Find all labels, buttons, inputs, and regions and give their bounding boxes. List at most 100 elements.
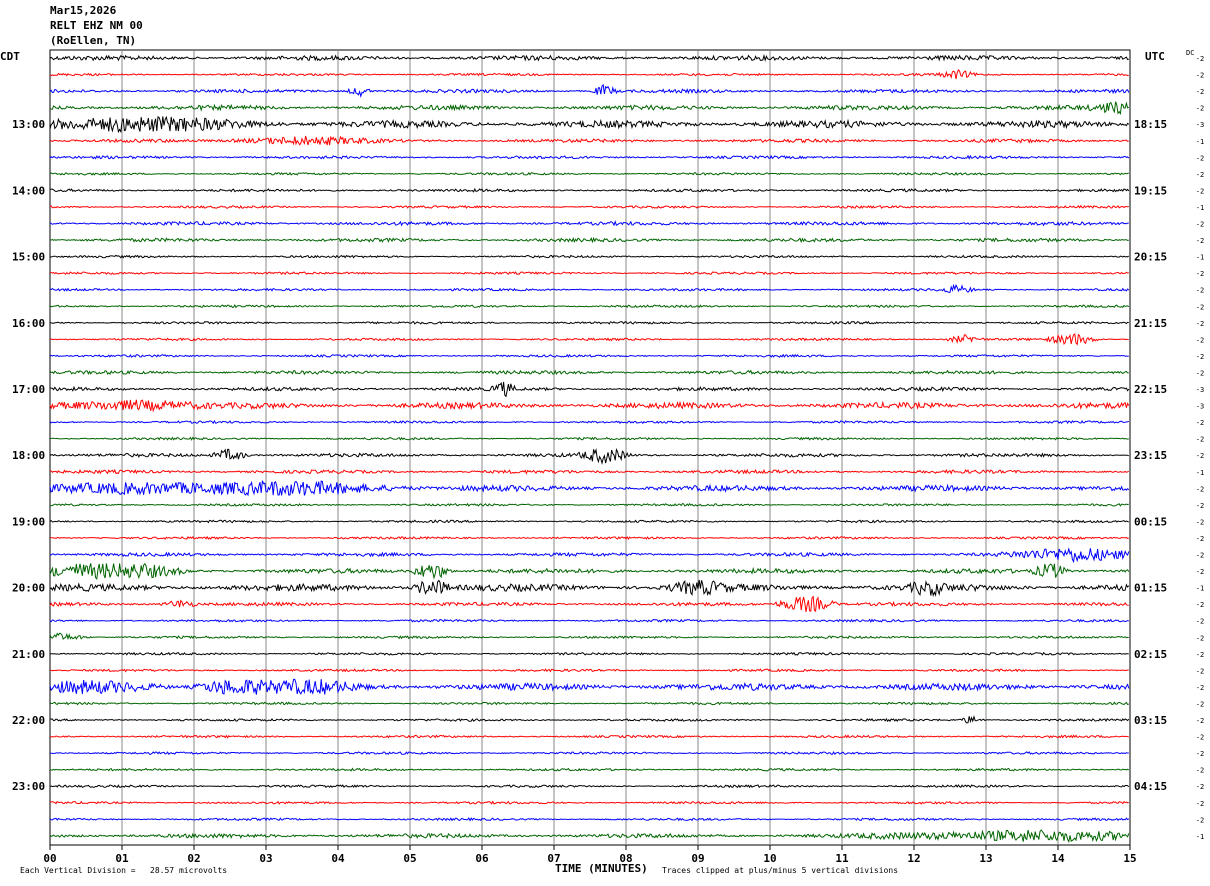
trace-line [49, 304, 1130, 309]
trace-line [49, 83, 1130, 99]
hour-label-right: 20:15 [1134, 251, 1167, 264]
dc-label: DC [1186, 49, 1195, 57]
dc-offset-label: -3 [1196, 386, 1204, 394]
x-tick-label: 01 [115, 852, 129, 865]
dc-offset-label: -2 [1196, 452, 1204, 460]
hour-label-right: 03:15 [1134, 714, 1167, 727]
trace-line [49, 236, 1129, 244]
hour-label-left: 20:00 [12, 582, 45, 595]
dc-offset-label: -2 [1196, 303, 1204, 311]
trace-line [50, 381, 1130, 398]
dc-offset-label: -2 [1196, 171, 1204, 179]
hour-label-right: 00:15 [1134, 515, 1167, 528]
hour-label-right: 18:15 [1134, 118, 1167, 131]
dc-offset-label: -2 [1196, 105, 1204, 113]
dc-offset-label: -2 [1196, 800, 1204, 808]
dc-offset-label: -2 [1196, 552, 1204, 560]
hour-label-left: 15:00 [12, 251, 45, 264]
x-tick-label: 07 [547, 852, 560, 865]
dc-offset-label: -1 [1196, 585, 1204, 593]
dc-offset-label: -2 [1196, 88, 1204, 96]
x-tick-label: 12 [907, 852, 920, 865]
x-tick-label: 10 [763, 852, 776, 865]
dc-offset-label: -2 [1196, 535, 1204, 543]
trace-line [49, 220, 1129, 227]
dc-offset-label: -2 [1196, 816, 1204, 824]
date-label: Mar15,2026 [50, 4, 117, 17]
hour-label-left: 16:00 [12, 317, 45, 330]
dc-offset-label: -2 [1196, 651, 1204, 659]
hour-label-right: 23:15 [1134, 449, 1167, 462]
trace-line [49, 399, 1130, 413]
hour-label-left: 21:00 [12, 648, 45, 661]
hour-label-right: 19:15 [1134, 184, 1167, 197]
x-tick-label: 02 [187, 852, 200, 865]
trace-line [49, 369, 1129, 376]
scale-note: Each Vertical Division = 28.57 microvolt… [20, 866, 228, 875]
trace-line [49, 817, 1130, 822]
trace-line [49, 800, 1129, 805]
trace-line [49, 734, 1129, 739]
dc-offset-label: -2 [1196, 369, 1204, 377]
x-tick-label: 06 [475, 852, 489, 865]
trace-line [49, 436, 1129, 441]
dc-offset-label: -2 [1196, 717, 1204, 725]
dc-offset-label: -2 [1196, 237, 1204, 245]
trace-line [49, 701, 1130, 706]
dc-offset-label: -1 [1196, 204, 1204, 212]
dc-offset-label: -2 [1196, 634, 1204, 642]
plot-frame [49, 49, 1131, 846]
trace-line [49, 115, 1130, 134]
dc-offset-label: -2 [1196, 287, 1204, 295]
dc-offset-label: -2 [1196, 767, 1204, 775]
trace-line [49, 353, 1129, 358]
trace-line [49, 333, 1129, 346]
trace-line [49, 154, 1130, 160]
x-tick-label: 05 [403, 852, 416, 865]
dc-offset-label: -2 [1196, 601, 1204, 609]
trace-line [49, 678, 1130, 695]
hour-label-left: 18:00 [12, 449, 45, 462]
hour-label-left: 13:00 [12, 118, 45, 131]
trace-line [49, 715, 1130, 724]
trace-line [49, 750, 1129, 756]
trace-line [49, 547, 1130, 564]
dc-offset-label: -1 [1196, 469, 1204, 477]
dc-offset-label: -2 [1196, 353, 1204, 361]
hour-label-left: 23:00 [12, 780, 45, 793]
trace-line [49, 562, 1130, 580]
dc-offset-label: -2 [1196, 270, 1204, 278]
x-tick-label: 15 [1123, 852, 1136, 865]
hour-label-right: 22:15 [1134, 383, 1167, 396]
dc-offset-label: -1 [1196, 833, 1204, 841]
trace-line [49, 519, 1130, 524]
trace-line [49, 468, 1129, 475]
dc-offset-label: -1 [1196, 254, 1204, 262]
dc-offset-label: -2 [1196, 221, 1204, 229]
trace-line [49, 784, 1130, 789]
x-tick-label: 11 [835, 852, 849, 865]
x-tick-label: 03 [259, 852, 272, 865]
x-tick-label: 04 [331, 852, 345, 865]
hour-label-right: 21:15 [1134, 317, 1167, 330]
trace-line [49, 171, 1130, 176]
dc-offset-label: -2 [1196, 419, 1204, 427]
hour-label-right: 04:15 [1134, 780, 1167, 793]
trace-line [49, 448, 1130, 466]
x-tick-label: 14 [1051, 852, 1065, 865]
left-timezone-label: CDT [0, 50, 20, 63]
dc-offset-label: -2 [1196, 320, 1204, 328]
dc-offset-label: -3 [1196, 121, 1204, 129]
trace-line [49, 651, 1129, 656]
trace-line [49, 254, 1130, 259]
trace-line [49, 53, 1130, 62]
x-tick-label: 13 [979, 852, 992, 865]
hour-label-left: 19:00 [12, 515, 45, 528]
hour-label-right: 02:15 [1134, 648, 1167, 661]
x-axis-title: TIME (MINUTES) [555, 862, 648, 875]
x-tick-label: 00 [43, 852, 56, 865]
dc-offset-label: -2 [1196, 436, 1204, 444]
trace-line [49, 101, 1129, 116]
dc-offset-label: -3 [1196, 403, 1204, 411]
